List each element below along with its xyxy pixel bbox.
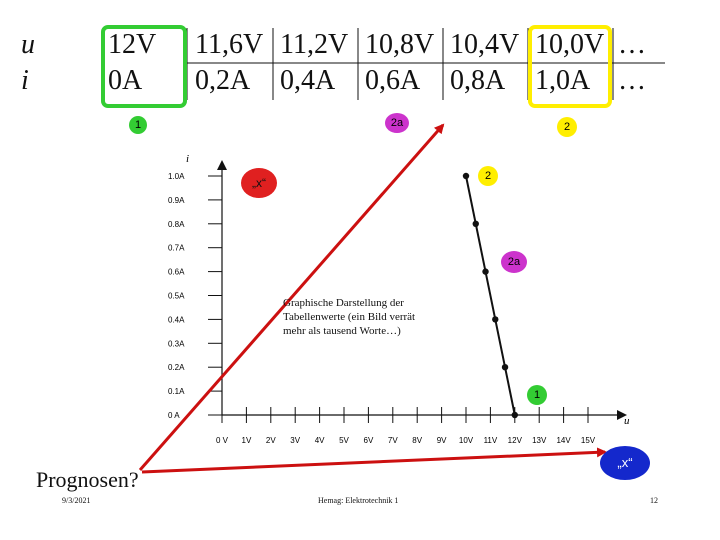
badge-two-chart: 2 bbox=[478, 166, 498, 186]
red-arrow-upper bbox=[138, 123, 445, 471]
x-tick-label: 2V bbox=[266, 436, 276, 445]
badge-two-a-top: 2a bbox=[385, 113, 409, 133]
badge-x-blue: „x“ bbox=[600, 446, 650, 480]
x-tick-label: 1V bbox=[242, 436, 252, 445]
plot bbox=[462, 172, 518, 419]
y-tick-label: 0.1A bbox=[168, 387, 185, 396]
x-tick-label: 0 V bbox=[216, 436, 229, 445]
footer-center: Hemag: Elektrotechnik 1 bbox=[318, 496, 399, 505]
yellow-highlight-frame bbox=[528, 25, 612, 108]
x-tick-label: 14V bbox=[556, 436, 571, 445]
x-tick-label: 10V bbox=[459, 436, 474, 445]
x-tick-label: 4V bbox=[315, 436, 325, 445]
table-grid bbox=[186, 28, 665, 100]
chart-caption: Graphische Darstellung der Tabellenwerte… bbox=[283, 297, 416, 337]
prognosen-label: Prognosen? bbox=[36, 467, 139, 492]
data-point bbox=[492, 316, 499, 323]
x-tick-label: 15V bbox=[581, 436, 596, 445]
data-point bbox=[462, 172, 470, 180]
data-point bbox=[511, 411, 518, 419]
i-value: 0,2A bbox=[195, 65, 251, 96]
data-point bbox=[482, 268, 489, 275]
y-tick-label: 0.2A bbox=[168, 363, 185, 372]
x-tick-label: 3V bbox=[290, 436, 300, 445]
u-value: 10,0V bbox=[535, 29, 605, 60]
y-tick-label: 0.3A bbox=[168, 339, 185, 348]
y-tick-label: 0.5A bbox=[168, 292, 185, 301]
axes: ui bbox=[186, 153, 630, 427]
i-value: 0,4A bbox=[280, 65, 336, 96]
x-tick-label: 13V bbox=[532, 436, 547, 445]
data-point bbox=[472, 220, 479, 227]
row-label-i: i bbox=[21, 65, 29, 96]
x-tick-label: 9V bbox=[437, 436, 447, 445]
y-tick-label: 0.6A bbox=[168, 268, 185, 277]
row-label-u: u bbox=[21, 29, 35, 60]
badge-two-a-chart: 2a bbox=[501, 251, 527, 273]
badge-two-top: 2 bbox=[557, 117, 577, 137]
y-axis-label: i bbox=[186, 153, 189, 165]
i-value: 1,0A bbox=[535, 65, 591, 96]
x-tick-label: 12V bbox=[508, 436, 523, 445]
u-value: 11,6V bbox=[195, 29, 264, 60]
i-value: 0,6A bbox=[365, 65, 421, 96]
u-value: 10,8V bbox=[365, 29, 435, 60]
value-table: u i 12V 11,6V 11,2V 10,8V 10,4V 10,0V … … bbox=[5, 24, 670, 104]
y-tick-label: 0.4A bbox=[168, 315, 185, 324]
x-tick-label: 8V bbox=[412, 436, 422, 445]
badge-one-top: 1 bbox=[129, 116, 147, 134]
i-value: 0,8A bbox=[450, 65, 506, 96]
y-tick-label: 0.8A bbox=[168, 220, 185, 229]
series-line bbox=[465, 175, 516, 416]
green-highlight-frame bbox=[101, 25, 187, 108]
ticks: 0 A 0.1A 0.2A 0.3A 0.4A 0.5A 0.6A 0.7A 0.8A 0.9A 1… bbox=[168, 172, 596, 445]
x-axis-label: u bbox=[624, 415, 630, 427]
footer-date: 9/3/2021 bbox=[62, 496, 91, 505]
y-tick-label: 0 A bbox=[168, 411, 180, 420]
y-tick-label: 1.0A bbox=[168, 172, 185, 181]
x-tick-label: 11V bbox=[484, 436, 498, 445]
badge-one-chart: 1 bbox=[527, 385, 547, 405]
x-tick-label: 7V bbox=[388, 436, 398, 445]
badge-x-red: „x“ bbox=[241, 168, 277, 198]
footer-page: 12 bbox=[650, 496, 658, 505]
y-tick-label: 0.9A bbox=[168, 196, 185, 205]
u-value: 12V bbox=[108, 29, 157, 60]
u-value: 10,4V bbox=[450, 29, 520, 60]
x-tick-label: 5V bbox=[339, 436, 349, 445]
red-arrow-lower bbox=[141, 447, 607, 474]
data-point bbox=[501, 364, 509, 371]
u-value: 11,2V bbox=[280, 29, 349, 60]
i-value: 0A bbox=[108, 65, 143, 96]
x-tick-label: 6V bbox=[364, 436, 374, 445]
y-tick-label: 0.7A bbox=[168, 244, 185, 253]
u-value-ellipsis: … bbox=[618, 29, 646, 60]
i-value-ellipsis: … bbox=[618, 65, 646, 96]
